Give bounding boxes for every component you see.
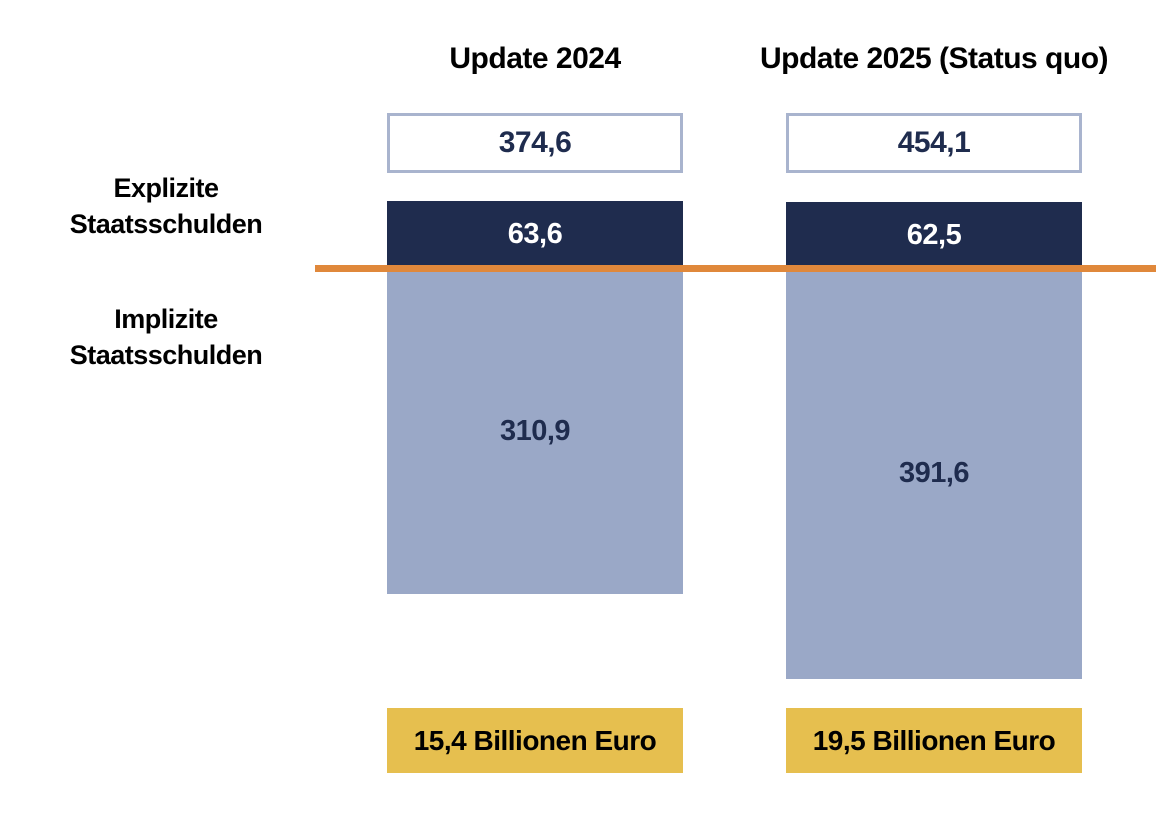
implicit-debt-bar-2025: 391,6: [786, 268, 1082, 679]
bar-value-label: 391,6: [898, 457, 970, 489]
column-update-2024: Update 2024 374,6 63,6 310,9 15,4 Billio…: [387, 0, 683, 836]
total-box-update-2025: 454,1: [786, 113, 1082, 173]
implicit-debt-bar-2024: 310,9: [387, 268, 683, 594]
explicit-debt-bar-2024: 63,6: [387, 201, 683, 268]
column-header-update-2025: Update 2025 (Status quo): [759, 42, 1109, 75]
total-box-update-2024: 374,6: [387, 113, 683, 173]
bar-value-label: 310,9: [499, 414, 571, 447]
footer-total-box-2025: 19,5 Billionen Euro: [786, 708, 1082, 773]
column-update-2025: Update 2025 (Status quo) 454,1 62,5 391,…: [760, 0, 1109, 836]
row-label-implizite-staatsschulden: Implizite Staatsschulden: [69, 304, 263, 370]
footer-total-label: 19,5 Billionen Euro: [812, 724, 1056, 756]
baseline-divider: [315, 265, 1156, 272]
footer-total-label: 15,4 Billionen Euro: [413, 724, 657, 756]
footer-total-box-2024: 15,4 Billionen Euro: [387, 708, 683, 773]
total-value-label: 454,1: [897, 126, 971, 159]
total-value-label: 374,6: [498, 126, 572, 159]
column-header-update-2024: Update 2024: [449, 42, 621, 75]
bar-value-label: 62,5: [906, 218, 962, 251]
bar-value-label: 63,6: [507, 218, 563, 250]
row-label-explizite-staatsschulden: Explizite Staatsschulden: [69, 173, 263, 239]
explicit-debt-bar-2025: 62,5: [786, 202, 1082, 268]
